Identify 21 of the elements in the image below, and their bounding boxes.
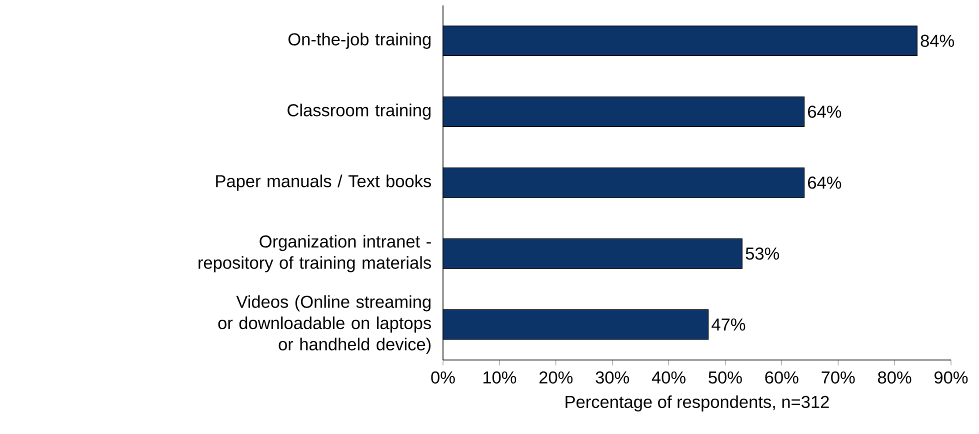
y-tick-label: Organization intranet - repository of training materials bbox=[198, 234, 431, 272]
x-axis-title: Percentage of respondents, n=312 bbox=[566, 395, 829, 412]
x-tick-label: 60% bbox=[765, 371, 798, 384]
x-tick-label: 80% bbox=[878, 371, 912, 384]
data-label: 64% bbox=[808, 176, 842, 189]
y-tick-label: Classroom training bbox=[288, 104, 431, 120]
data-label: 53% bbox=[746, 247, 780, 260]
x-tick-label: 30% bbox=[596, 371, 630, 384]
x-tick-label: 90% bbox=[934, 371, 968, 384]
y-tick-label: On-the-job training bbox=[288, 32, 431, 49]
x-tick-label: 40% bbox=[652, 371, 686, 384]
y-tick-label: Paper manuals / Text books bbox=[216, 174, 431, 191]
data-label: 84% bbox=[920, 34, 954, 47]
x-tick-label: 50% bbox=[708, 371, 742, 384]
x-tick-label: 70% bbox=[822, 371, 855, 384]
x-tick-label: 20% bbox=[539, 371, 573, 384]
y-tick-label: Videos (Online streaming or downloadable on laptops or handheld device) bbox=[218, 295, 431, 354]
x-tick-label: 0% bbox=[431, 371, 455, 384]
data-label: 47% bbox=[712, 318, 746, 331]
data-label: 64% bbox=[808, 106, 842, 118]
x-tick-label: 10% bbox=[483, 371, 516, 384]
